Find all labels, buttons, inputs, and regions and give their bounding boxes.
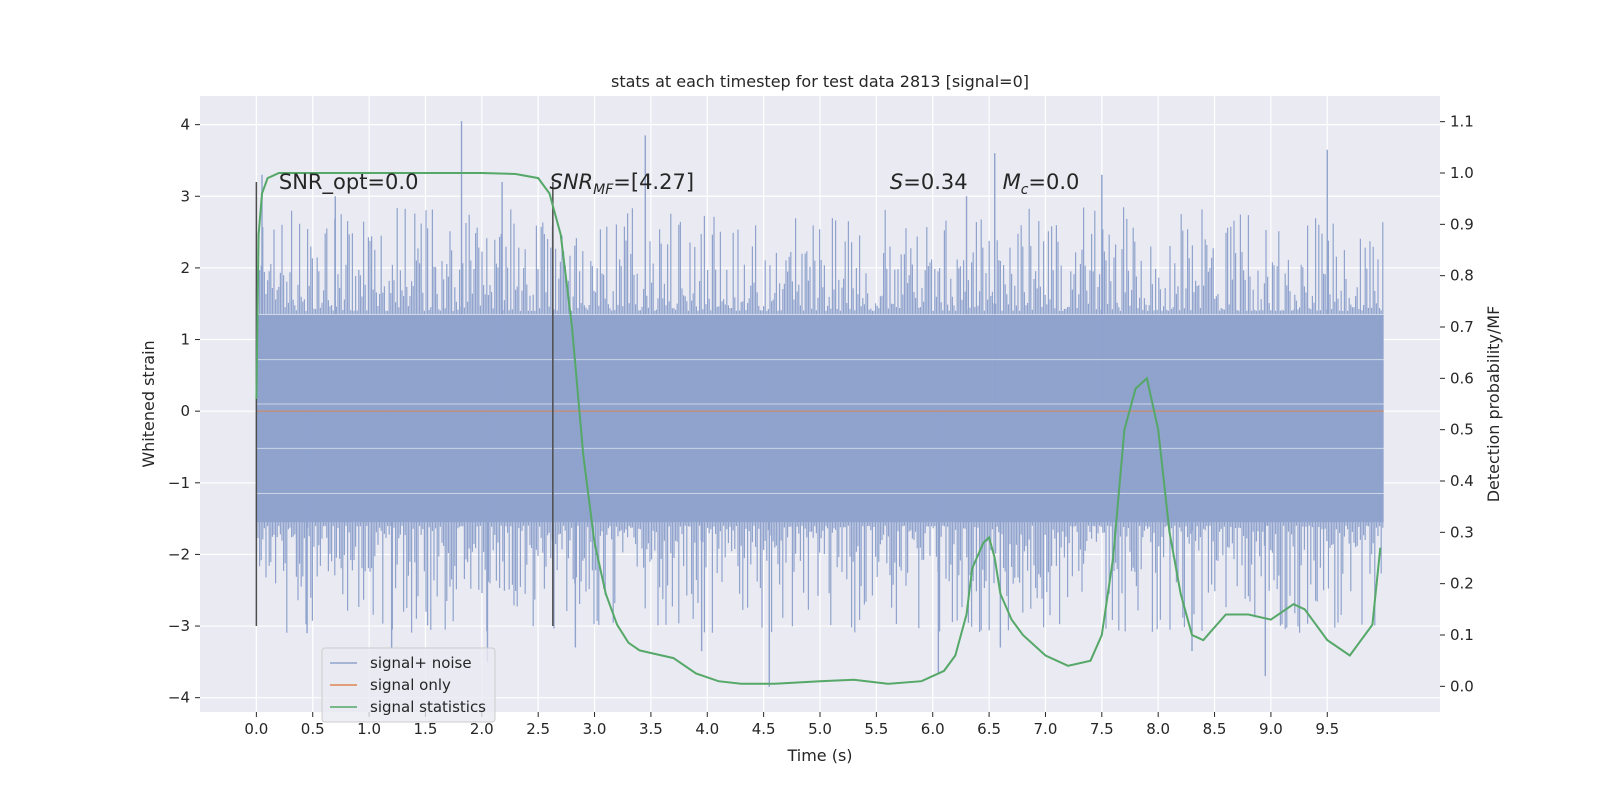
annotation-snr-mf-main: SNR	[550, 170, 594, 194]
legend-label-signal-noise: signal+ noise	[370, 654, 472, 672]
right-y-axis-title: Detection probability/MF	[1484, 306, 1503, 503]
y-tick-label: −3	[168, 617, 190, 635]
x-tick-label: 8.5	[1203, 720, 1227, 738]
marker-lines	[255, 181, 554, 627]
x-tick-label: 4.5	[752, 720, 776, 738]
annotation-mc-value: =0.0	[1028, 170, 1079, 194]
right-y-tick-label: 0.0	[1450, 677, 1474, 695]
x-tick-label: 2.0	[470, 720, 494, 738]
y-tick-label: 4	[180, 116, 190, 134]
right-y-tick-label: 0.3	[1450, 523, 1474, 541]
x-tick-label: 6.5	[977, 720, 1001, 738]
right-y-tick-label: 1.1	[1450, 113, 1474, 131]
right-y-tick-label: 0.2	[1450, 575, 1474, 593]
annotation-mc-sub: c	[1021, 182, 1029, 198]
signal-statistics-series	[255, 172, 1382, 685]
right-y-tick-label: 0.4	[1450, 472, 1474, 490]
x-tick-label: 3.0	[583, 720, 607, 738]
right-y-tick-label: 0.9	[1450, 215, 1474, 233]
y-tick-label: −2	[168, 545, 190, 563]
x-tick-label: 0.0	[244, 720, 268, 738]
right-y-tick-label: 0.5	[1450, 421, 1474, 439]
y-tick-label: 3	[180, 187, 190, 205]
x-tick-label: 6.0	[921, 720, 945, 738]
annotation-s-value: =0.34	[903, 170, 967, 194]
x-tick-label: 5.5	[864, 720, 888, 738]
annotation-mc: Mc=0.0	[1003, 170, 1080, 198]
legend-label-signal-statistics: signal statistics	[370, 698, 486, 716]
annotation-snr-mf: SNRMF=[4.27]	[550, 170, 695, 198]
x-tick-label: 8.0	[1146, 720, 1170, 738]
y-axis-title: Whitened strain	[139, 340, 158, 467]
annotation-snr-mf-sub: MF	[593, 182, 614, 198]
annotation-s-main: S	[890, 170, 903, 194]
x-tick-label: 4.0	[695, 720, 719, 738]
right-y-tick-label: 0.8	[1450, 267, 1474, 285]
legend-box	[321, 647, 496, 723]
y-tick-label: −4	[168, 689, 190, 707]
right-y-axis-ticks: 0.0 0.1 0.2 0.3 0.4 0.5 0.6 0.7 0.8 0.9 1.0 1.1	[1440, 113, 1474, 695]
y-tick-label: 0	[180, 402, 190, 420]
x-tick-label: 2.5	[526, 720, 550, 738]
annotation-snr-mf-value: =[4.27]	[613, 170, 694, 194]
x-axis-title: Time (s)	[786, 746, 852, 765]
y-tick-label: −1	[168, 474, 190, 492]
x-tick-label: 5.0	[808, 720, 832, 738]
legend: signal+ noise signal only signal statist…	[321, 647, 496, 723]
x-tick-label: 7.0	[1034, 720, 1058, 738]
signal-statistics-line	[255, 172, 1382, 685]
right-y-tick-label: 0.1	[1450, 626, 1474, 644]
right-y-tick-label: 1.0	[1450, 164, 1474, 182]
chart-title: stats at each timestep for test data 281…	[611, 72, 1029, 91]
y-tick-label: 2	[180, 259, 190, 277]
x-tick-label: 1.0	[357, 720, 381, 738]
x-tick-label: 1.5	[414, 720, 438, 738]
right-y-tick-label: 0.7	[1450, 318, 1474, 336]
y-axis-ticks: −4 −3 −2 −1 0 1 2 3 4	[168, 116, 200, 707]
annotation-mc-main: M	[1003, 170, 1021, 194]
annotation-snr-opt: SNR_opt=0.0	[279, 170, 419, 195]
x-tick-label: 7.5	[1090, 720, 1114, 738]
y-tick-label: 1	[180, 331, 190, 349]
x-axis-ticks: 0.0 0.5 1.0 1.5 2.0 2.5 3.0 3.5 4.0 4.5 5.0 5.5 6.0 6…	[244, 712, 1339, 738]
annotation-s: S=0.34	[890, 170, 968, 194]
x-tick-label: 3.5	[639, 720, 663, 738]
right-y-tick-label: 0.6	[1450, 369, 1474, 387]
x-tick-label: 9.5	[1315, 720, 1339, 738]
signal-noise-series	[255, 121, 1384, 687]
x-tick-label: 9.0	[1259, 720, 1283, 738]
x-tick-label: 0.5	[301, 720, 325, 738]
legend-label-signal-only: signal only	[370, 676, 451, 694]
